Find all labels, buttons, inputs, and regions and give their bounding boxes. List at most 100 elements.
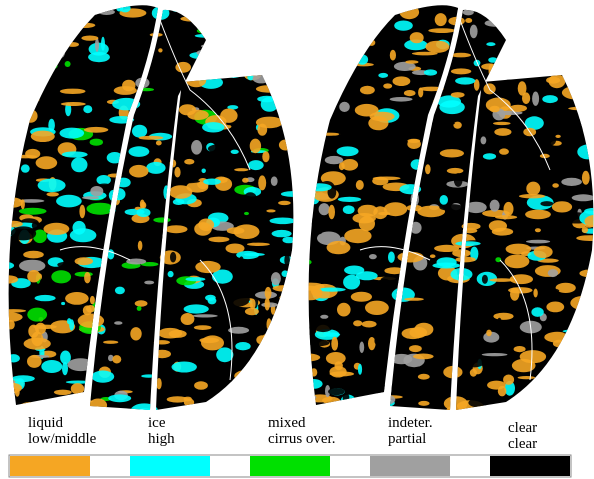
cloud-patch xyxy=(497,318,502,326)
cloud-patch xyxy=(373,0,389,5)
cloud-patch xyxy=(553,340,565,348)
cloud-patch xyxy=(247,243,270,246)
cloud-patch xyxy=(490,200,500,212)
cloud-patch xyxy=(548,269,558,277)
cloud-patch xyxy=(234,370,262,383)
cloud-patch xyxy=(327,241,351,254)
legend-swatch xyxy=(10,456,90,476)
cloud-patch xyxy=(381,276,404,284)
cloud-patch xyxy=(84,272,91,283)
cloud-patch xyxy=(272,230,292,237)
cloud-patch xyxy=(533,289,537,298)
cloud-patch xyxy=(503,375,514,385)
cloud-patch xyxy=(99,184,111,187)
cloud-patch xyxy=(271,383,290,391)
cloud-patch xyxy=(82,196,99,199)
cloud-patch xyxy=(108,394,131,402)
cloud-patch xyxy=(552,183,559,188)
cloud-patch xyxy=(507,2,516,8)
legend-label-top: indeter. xyxy=(388,415,433,431)
cloud-patch xyxy=(407,139,421,149)
cloud-patch xyxy=(337,303,351,317)
cloud-patch xyxy=(349,94,371,100)
cloud-patch xyxy=(284,0,291,5)
cloud-patch xyxy=(170,160,177,168)
cloud-patch xyxy=(413,354,434,360)
cloud-patch xyxy=(529,391,554,394)
cloud-patch xyxy=(231,150,239,154)
cloud-patch xyxy=(539,393,565,397)
cloud-patch xyxy=(33,325,57,329)
cloud-patch xyxy=(588,0,594,5)
cloud-patch xyxy=(296,364,306,370)
cloud-patch xyxy=(148,1,172,4)
cloud-patch xyxy=(306,46,323,54)
cloud-patch xyxy=(153,350,171,358)
cloud-patch xyxy=(455,257,475,263)
cloud-patch xyxy=(586,347,594,358)
cloud-patch xyxy=(432,263,460,269)
cloud-patch xyxy=(390,50,396,61)
cloud-patch xyxy=(268,374,278,386)
satellite-image xyxy=(0,0,310,421)
legend-label-top: mixed xyxy=(268,415,306,431)
cloud-patch xyxy=(309,395,316,399)
cloud-patch xyxy=(15,155,37,159)
cloud-patch xyxy=(278,45,298,57)
legend-label-bottom: partial xyxy=(388,431,426,447)
cloud-patch xyxy=(36,156,58,169)
cloud-patch xyxy=(433,99,438,109)
cloud-patch xyxy=(196,49,218,56)
cloud-patch xyxy=(451,53,471,58)
cloud-patch xyxy=(31,332,43,347)
cloud-patch xyxy=(425,164,431,174)
cloud-patch xyxy=(506,41,511,55)
cloud-patch xyxy=(390,97,413,102)
cloud-patch xyxy=(418,401,429,406)
cloud-patch xyxy=(92,371,115,383)
cloud-patch xyxy=(373,177,401,181)
cloud-patch xyxy=(203,179,221,185)
cloud-patch xyxy=(482,353,508,356)
cloud-patch xyxy=(388,252,395,263)
cloud-patch xyxy=(2,126,8,134)
cloud-patch xyxy=(581,372,594,383)
cloud-patch xyxy=(60,128,85,139)
cloud-patch xyxy=(216,347,233,362)
cloud-patch xyxy=(440,149,464,157)
cloud-patch xyxy=(174,167,180,178)
cloud-patch xyxy=(239,256,243,262)
cloud-patch xyxy=(509,105,527,112)
cloud-patch xyxy=(353,320,362,326)
cloud-patch xyxy=(525,210,551,220)
cloud-patch xyxy=(312,317,335,332)
legend-label-bottom: cirrus over. xyxy=(268,431,335,447)
cloud-patch xyxy=(278,201,291,205)
cloud-patch xyxy=(532,92,539,106)
cloud-patch xyxy=(335,7,357,20)
cloud-patch xyxy=(302,59,320,64)
legend-label-top: liquid xyxy=(28,415,64,431)
cloud-patch xyxy=(230,320,243,326)
cloud-patch xyxy=(10,108,28,118)
cloud-patch xyxy=(284,254,290,267)
cloud-patch xyxy=(22,60,50,68)
cloud-patch xyxy=(41,360,62,373)
cloud-patch xyxy=(27,355,42,368)
cloud-patch xyxy=(265,287,272,299)
cloud-patch xyxy=(339,128,352,139)
cloud-patch xyxy=(503,20,508,24)
cloud-patch xyxy=(262,27,279,41)
cloud-patch xyxy=(334,48,360,55)
cloud-patch xyxy=(144,281,154,285)
cloud-patch xyxy=(462,354,485,367)
cloud-patch xyxy=(169,0,184,12)
cloud-patch xyxy=(317,133,340,136)
cloud-patch xyxy=(79,205,85,219)
cloud-patch xyxy=(65,61,71,67)
cloud-patch xyxy=(300,291,308,297)
cloud-patch xyxy=(165,225,188,233)
cloud-patch xyxy=(21,199,25,209)
cloud-patch xyxy=(78,398,88,402)
cloud-patch xyxy=(235,342,250,350)
